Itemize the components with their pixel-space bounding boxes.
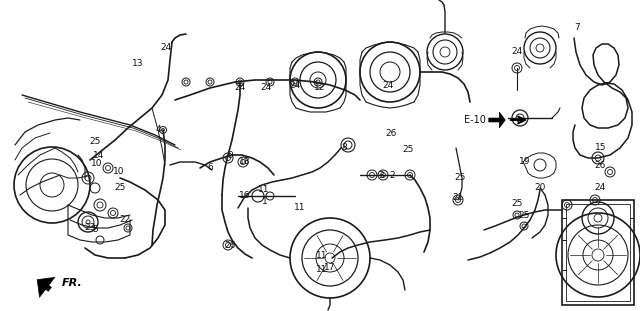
Text: 7: 7	[574, 24, 580, 33]
Text: 25: 25	[403, 145, 413, 154]
Text: 11: 11	[294, 202, 306, 211]
Text: 20: 20	[534, 183, 546, 193]
Text: 18: 18	[239, 156, 251, 165]
Text: 17: 17	[324, 262, 336, 272]
Text: 23: 23	[84, 224, 96, 233]
Text: 24: 24	[382, 81, 394, 91]
Text: 25: 25	[518, 211, 530, 220]
Text: 14: 14	[93, 151, 105, 160]
Text: 24: 24	[161, 44, 172, 53]
Text: 3: 3	[378, 170, 384, 179]
Text: 21: 21	[452, 193, 464, 202]
Text: 25: 25	[115, 183, 125, 192]
Text: 24: 24	[260, 83, 271, 92]
Text: 8: 8	[341, 142, 347, 151]
Text: 26: 26	[595, 161, 605, 170]
Text: 10: 10	[92, 159, 103, 168]
Text: 26: 26	[224, 240, 236, 249]
Text: 24: 24	[595, 183, 605, 193]
Text: 24: 24	[289, 81, 301, 91]
Text: 11: 11	[316, 252, 328, 261]
Text: 12: 12	[314, 83, 326, 92]
Text: 11: 11	[316, 266, 328, 275]
Bar	[566, 204, 630, 301]
Text: FR.: FR.	[62, 278, 83, 288]
Text: 24: 24	[234, 83, 246, 92]
Text: 24: 24	[511, 48, 523, 57]
Text: 5: 5	[92, 225, 98, 234]
Text: 25: 25	[90, 137, 100, 146]
Text: 15: 15	[595, 143, 607, 152]
Text: 26: 26	[385, 128, 397, 137]
Text: 4: 4	[155, 126, 161, 134]
Text: 25: 25	[454, 174, 466, 183]
Text: 22: 22	[120, 215, 131, 224]
Text: 9: 9	[227, 151, 233, 160]
Text: 13: 13	[132, 58, 144, 67]
Text: 11: 11	[259, 185, 269, 194]
Bar	[562, 200, 634, 305]
Text: E-10: E-10	[464, 115, 486, 125]
Text: 2: 2	[389, 170, 395, 179]
Text: 10: 10	[113, 168, 125, 177]
Text: 25: 25	[511, 199, 523, 208]
Text: 16: 16	[239, 191, 251, 199]
Text: 1: 1	[262, 197, 268, 207]
Text: 6: 6	[207, 164, 213, 173]
Text: 19: 19	[519, 157, 531, 166]
